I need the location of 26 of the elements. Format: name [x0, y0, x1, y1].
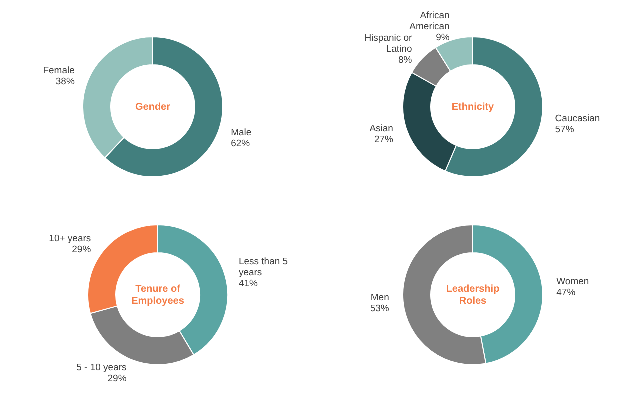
data-label: 8% — [398, 54, 413, 66]
slice-label: Caucasian — [555, 112, 600, 124]
data-label: 57% — [555, 124, 575, 135]
data-label: 53% — [370, 302, 390, 314]
text: Tenure of Employees — [132, 284, 185, 307]
slice-label: Hispanic or Latino — [364, 32, 412, 55]
data-label: 27% — [374, 134, 394, 145]
data-label: 9% — [436, 32, 450, 43]
slice-label: Asian — [370, 122, 394, 134]
data-label: 41% — [238, 278, 259, 290]
slice-label: Men — [370, 292, 390, 303]
data-label: 62% — [231, 138, 251, 149]
slice-label: 5 - 10 years — [76, 362, 128, 373]
slice-label: Female — [43, 65, 75, 76]
data-label: 38% — [56, 76, 76, 88]
slice-label: Male — [231, 126, 252, 138]
slice-label: Less than 5 years — [238, 256, 288, 278]
data-label: 47% — [556, 287, 576, 298]
text: Leadership Roles — [446, 284, 500, 307]
text: Ethnicity — [452, 102, 495, 113]
data-label: 29% — [108, 373, 128, 384]
slice-label: African American — [410, 10, 450, 32]
data-label: 29% — [72, 244, 92, 256]
text: Gender — [135, 102, 171, 113]
slice-label: 10+ years — [49, 233, 92, 244]
slice-label: Women — [556, 276, 590, 288]
